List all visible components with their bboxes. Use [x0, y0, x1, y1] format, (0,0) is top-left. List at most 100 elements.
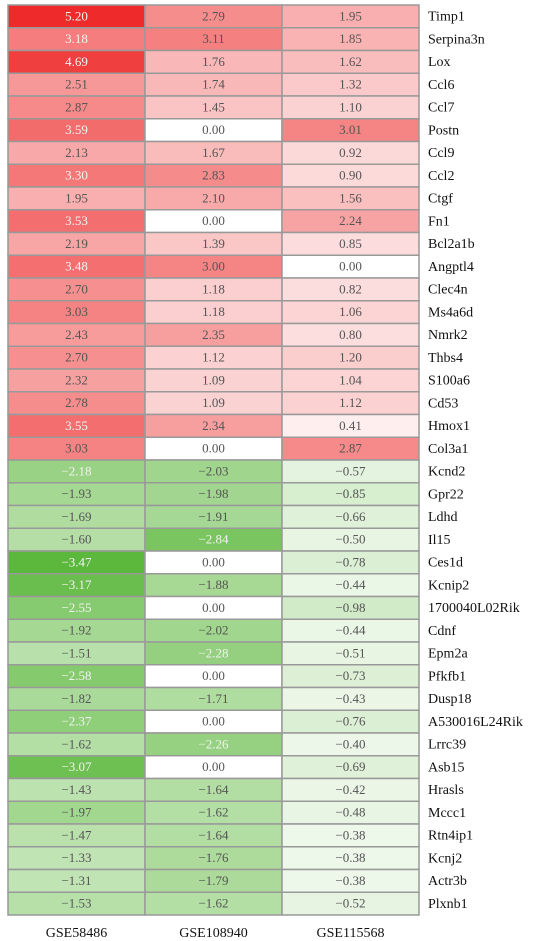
- row-label: Ccl6: [428, 78, 454, 93]
- cell-label: 2.87: [339, 441, 362, 456]
- cell-label: −2.84: [198, 532, 229, 547]
- row-label: Fn1: [428, 214, 450, 229]
- cell-label: 2.83: [202, 168, 225, 183]
- cell-label: 4.69: [65, 54, 88, 69]
- cell-label: −1.60: [61, 532, 91, 547]
- row-label: Ces1d: [428, 556, 463, 571]
- cell-label: −0.38: [335, 850, 365, 865]
- row-label: Lrrc39: [428, 738, 466, 753]
- cell-label: 3.53: [65, 213, 88, 228]
- row-label: Il15: [428, 533, 451, 548]
- cell-label: 2.43: [65, 327, 88, 342]
- cell-label: −1.47: [61, 827, 92, 842]
- cell-label: −2.28: [198, 645, 228, 660]
- row-label: Ldhd: [428, 510, 458, 525]
- cell-label: 2.19: [65, 236, 88, 251]
- cell-label: −0.52: [335, 896, 365, 911]
- cell-label: −1.43: [61, 782, 91, 797]
- cell-label: 0.00: [202, 213, 225, 228]
- cell-label: 2.24: [339, 213, 362, 228]
- cell-label: −1.64: [198, 827, 229, 842]
- cell-label: 1.20: [339, 350, 362, 365]
- cell-label: −0.85: [335, 486, 365, 501]
- cell-label: 3.11: [202, 31, 224, 46]
- cell-label: −1.97: [61, 805, 92, 820]
- row-label: Col3a1: [428, 442, 468, 457]
- row-label: Ccl9: [428, 146, 454, 161]
- row-label: A530016L24Rik: [428, 715, 523, 730]
- row-label: Bcl2a1b: [428, 237, 475, 252]
- row-label: Plxnb1: [428, 897, 468, 912]
- row-label: Pfkfb1: [428, 669, 466, 684]
- cell-label: −0.51: [335, 645, 365, 660]
- cell-label: −1.76: [198, 850, 229, 865]
- column-label: GSE108940: [179, 926, 247, 941]
- row-label: Thbs4: [428, 351, 463, 366]
- row-label: Asb15: [428, 760, 465, 775]
- cell-label: −1.79: [198, 873, 228, 888]
- cell-label: 1.85: [339, 31, 362, 46]
- cell-label: 2.70: [65, 350, 88, 365]
- cell-label: 0.00: [202, 600, 225, 615]
- cell-label: 1.18: [202, 304, 225, 319]
- cell-label: −0.98: [335, 600, 365, 615]
- row-label: Kcnj2: [428, 851, 462, 866]
- cell-label: −2.37: [61, 714, 92, 729]
- cell-label: 2.70: [65, 281, 88, 296]
- cell-label: −1.62: [61, 736, 91, 751]
- cell-label: −3.17: [61, 577, 92, 592]
- cell-label: 2.13: [65, 145, 88, 160]
- row-label: Rtn4ip1: [428, 829, 473, 844]
- cell-label: 3.18: [65, 31, 88, 46]
- cell-label: 2.32: [65, 372, 88, 387]
- cell-label: 0.00: [202, 759, 225, 774]
- row-label: Ccl7: [428, 101, 454, 116]
- cell-label: 3.30: [65, 168, 88, 183]
- row-label: Nmrk2: [428, 328, 468, 343]
- row-label: 1700040L02Rik: [428, 601, 520, 616]
- cell-label: −0.78: [335, 554, 365, 569]
- cell-label: −0.38: [335, 827, 365, 842]
- cell-label: −0.38: [335, 873, 365, 888]
- cell-label: 0.00: [202, 441, 225, 456]
- row-label: Kcnip2: [428, 578, 469, 593]
- cell-label: −0.44: [335, 623, 366, 638]
- cell-label: −0.50: [335, 532, 365, 547]
- cell-label: 0.00: [202, 714, 225, 729]
- cell-label: 0.82: [339, 281, 362, 296]
- cell-label: 1.95: [339, 8, 362, 23]
- cell-label: 3.48: [65, 259, 88, 274]
- cell-label: −0.43: [335, 691, 365, 706]
- cell-label: 1.62: [339, 54, 362, 69]
- cell-label: 1.06: [339, 304, 362, 319]
- cell-label: 3.59: [65, 122, 88, 137]
- row-label: Actr3b: [428, 874, 467, 889]
- cell-label: 0.85: [339, 236, 362, 251]
- row-label: Cdnf: [428, 624, 456, 639]
- cell-label: −0.40: [335, 736, 365, 751]
- cell-label: 2.79: [202, 8, 225, 23]
- cell-label: −2.18: [61, 463, 91, 478]
- cell-label: 3.03: [65, 304, 88, 319]
- cell-label: 0.92: [339, 145, 362, 160]
- cell-label: 1.12: [202, 350, 225, 365]
- cell-label: −1.51: [61, 645, 91, 660]
- cell-label: −1.62: [198, 896, 228, 911]
- cell-label: −2.26: [198, 736, 229, 751]
- cell-label: 1.56: [339, 190, 362, 205]
- cell-label: 1.09: [202, 372, 225, 387]
- column-label: GSE58486: [46, 926, 107, 941]
- cell-label: −1.69: [61, 509, 91, 524]
- cell-label: 1.67: [202, 145, 225, 160]
- row-label: Clec4n: [428, 283, 468, 298]
- cell-label: 1.12: [339, 395, 362, 410]
- cell-label: 5.20: [65, 8, 88, 23]
- cell-label: −1.62: [198, 805, 228, 820]
- row-label: Ccl2: [428, 169, 454, 184]
- row-label: Lox: [428, 55, 451, 70]
- row-label: Gpr22: [428, 487, 464, 502]
- cell-label: 1.09: [202, 395, 225, 410]
- row-label: Hrasls: [428, 783, 464, 798]
- cell-label: −1.98: [198, 486, 228, 501]
